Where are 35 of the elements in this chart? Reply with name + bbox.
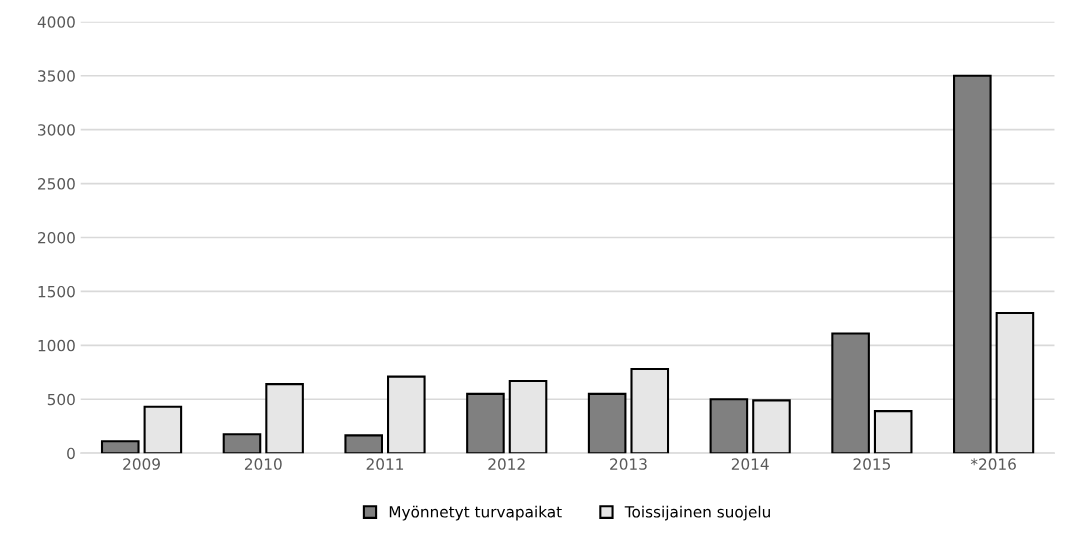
x-tick-label: 2013 — [610, 458, 647, 470]
y-tick-label: 3500 — [38, 70, 75, 82]
x-tick-label: 2010 — [244, 458, 282, 470]
x-tick-label: 2012 — [488, 458, 525, 470]
bar — [953, 74, 992, 454]
bar — [143, 405, 183, 454]
x-tick-label: *2016 — [970, 458, 1016, 470]
bar — [265, 383, 304, 454]
y-tick-label: 4000 — [37, 16, 75, 28]
x-tick-label: 2009 — [123, 458, 160, 470]
bar — [587, 392, 627, 454]
legend-label: Myönnetyt turvapaikat — [389, 505, 562, 521]
y-tick-label: 2500 — [38, 178, 75, 190]
bar — [709, 398, 749, 454]
bar — [831, 332, 870, 454]
y-tick-label: 500 — [47, 393, 75, 406]
x-tick-label: 2014 — [731, 458, 769, 470]
bar — [100, 440, 140, 454]
y-tick-label: 1500 — [38, 285, 75, 298]
bar — [995, 311, 1035, 454]
bar — [752, 399, 791, 454]
y-tick-label: 1000 — [38, 339, 75, 352]
x-tick-label: 2015 — [853, 458, 890, 470]
bar — [344, 434, 383, 454]
bar — [466, 392, 505, 454]
x-tick-label: 2011 — [366, 458, 404, 470]
bar — [630, 368, 670, 454]
y-tick-label: 3000 — [38, 124, 75, 136]
bar — [222, 433, 262, 454]
legend-label: Toissijainen suojelu — [624, 505, 770, 521]
bar — [508, 379, 548, 454]
bar — [873, 410, 913, 454]
bar — [387, 375, 426, 454]
y-tick-label: 0 — [67, 447, 75, 460]
y-tick-label: 2000 — [38, 231, 75, 244]
